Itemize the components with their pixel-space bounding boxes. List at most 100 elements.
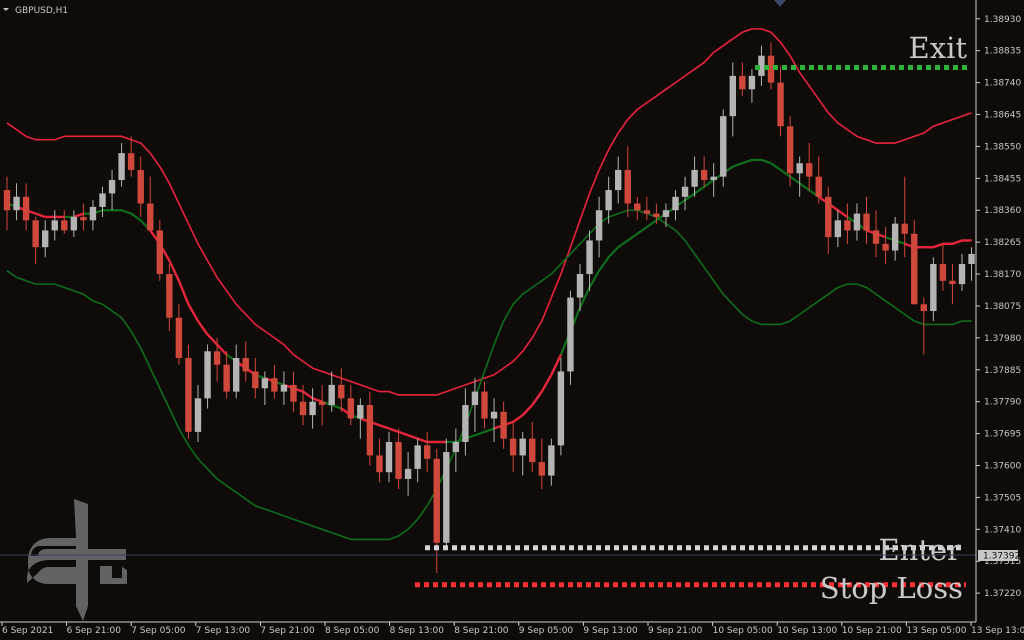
chevron-down-icon[interactable] — [3, 8, 9, 11]
candle[interactable] — [290, 371, 297, 412]
candle[interactable] — [767, 42, 775, 90]
candle[interactable] — [949, 263, 956, 305]
candle[interactable] — [624, 146, 631, 217]
candle[interactable] — [118, 143, 125, 187]
candle[interactable] — [42, 220, 49, 258]
candle[interactable] — [32, 216, 39, 264]
candle[interactable] — [395, 428, 402, 490]
candle[interactable] — [99, 186, 106, 217]
candle[interactable] — [605, 176, 612, 224]
candle[interactable] — [662, 203, 670, 228]
candle[interactable] — [233, 344, 240, 399]
candle[interactable] — [252, 358, 259, 399]
candle[interactable] — [156, 220, 163, 281]
candle[interactable] — [433, 448, 440, 573]
candle[interactable] — [452, 428, 460, 473]
candle[interactable] — [853, 203, 861, 241]
candle[interactable] — [261, 371, 269, 406]
candle[interactable] — [891, 216, 899, 261]
candle[interactable] — [309, 388, 316, 429]
candle[interactable] — [137, 156, 144, 217]
candle[interactable] — [815, 156, 822, 204]
candle[interactable] — [567, 290, 574, 385]
candle[interactable] — [490, 398, 498, 442]
candle[interactable] — [825, 186, 832, 254]
candle[interactable] — [80, 203, 87, 231]
candle[interactable] — [529, 421, 536, 473]
candle[interactable] — [595, 196, 603, 258]
candle[interactable] — [347, 384, 354, 426]
candle[interactable] — [700, 156, 708, 187]
candle[interactable] — [328, 371, 335, 412]
candle[interactable] — [376, 438, 383, 483]
candle[interactable] — [299, 384, 307, 426]
candle[interactable] — [13, 183, 20, 221]
chart-menu-dropdown[interactable] — [3, 8, 9, 11]
candle[interactable] — [758, 45, 765, 86]
candle[interactable] — [958, 253, 966, 291]
candle[interactable] — [204, 344, 211, 409]
candle[interactable] — [882, 227, 889, 264]
candle[interactable] — [777, 65, 784, 137]
shift-marker-icon[interactable] — [774, 0, 786, 7]
candle[interactable] — [223, 351, 230, 399]
candle[interactable] — [3, 176, 11, 231]
candle[interactable] — [194, 384, 202, 442]
candle[interactable] — [939, 243, 947, 291]
candle[interactable] — [175, 304, 183, 365]
candle[interactable] — [519, 431, 526, 476]
candle[interactable] — [786, 116, 794, 187]
candle[interactable] — [720, 109, 727, 187]
candle[interactable] — [357, 398, 364, 439]
candle[interactable] — [691, 156, 698, 197]
candle[interactable] — [166, 263, 173, 332]
candle[interactable] — [557, 358, 565, 456]
candle[interactable] — [271, 364, 278, 399]
candle[interactable] — [920, 297, 927, 355]
candle[interactable] — [414, 438, 421, 483]
candle[interactable] — [481, 381, 488, 429]
candle[interactable] — [739, 62, 746, 97]
candle[interactable] — [748, 69, 756, 103]
candle[interactable] — [930, 257, 937, 322]
candle[interactable] — [108, 169, 116, 211]
candle[interactable] — [796, 156, 803, 197]
candle[interactable] — [242, 341, 249, 382]
candle[interactable] — [366, 391, 374, 466]
candle[interactable] — [147, 176, 154, 231]
candle[interactable] — [834, 210, 842, 248]
candle[interactable] — [901, 176, 908, 258]
candle[interactable] — [338, 368, 345, 412]
candle[interactable] — [213, 337, 221, 382]
candle[interactable] — [89, 200, 97, 231]
candle[interactable] — [51, 210, 58, 241]
candle[interactable] — [576, 263, 584, 311]
candle[interactable] — [615, 156, 622, 204]
candle[interactable] — [806, 143, 813, 191]
candle[interactable] — [872, 210, 880, 258]
candle[interactable] — [280, 371, 288, 406]
candle[interactable] — [61, 210, 68, 234]
candle[interactable] — [643, 196, 651, 221]
candle[interactable] — [70, 210, 78, 238]
candle[interactable] — [22, 183, 30, 231]
candle[interactable] — [681, 176, 689, 211]
candle[interactable] — [548, 438, 555, 486]
candle[interactable] — [127, 136, 135, 177]
candle[interactable] — [500, 401, 507, 449]
candle[interactable] — [844, 203, 851, 244]
candle[interactable] — [471, 378, 479, 432]
candle[interactable] — [634, 196, 641, 221]
candle[interactable] — [710, 163, 717, 197]
candle[interactable] — [385, 431, 393, 483]
candle[interactable] — [911, 220, 918, 305]
candle[interactable] — [863, 196, 870, 244]
candle[interactable] — [653, 203, 660, 224]
candle[interactable] — [185, 344, 192, 439]
candle[interactable] — [538, 438, 545, 490]
candle[interactable] — [509, 421, 517, 473]
candle[interactable] — [462, 388, 469, 456]
candle[interactable] — [672, 190, 679, 221]
candle[interactable] — [586, 230, 593, 291]
